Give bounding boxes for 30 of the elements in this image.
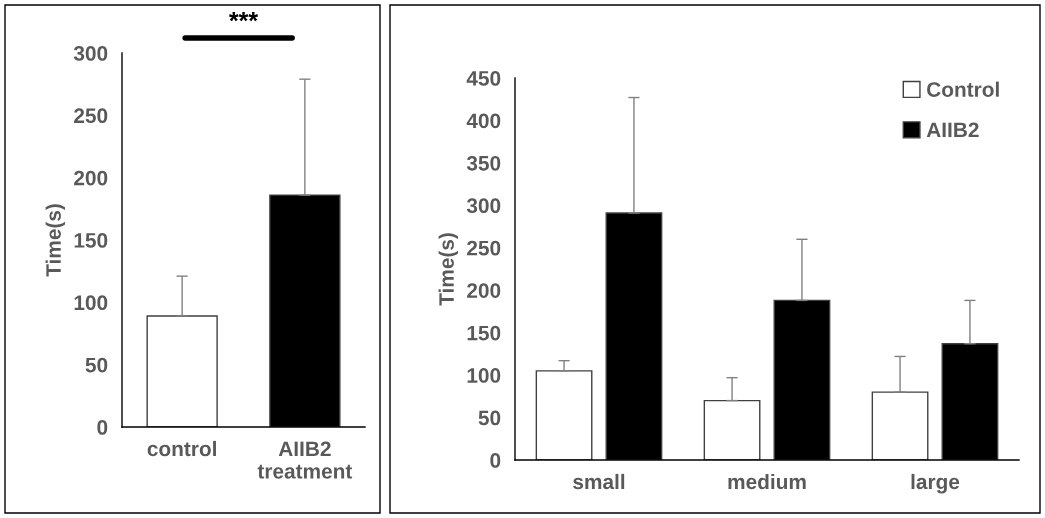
y-tick-label: 0 <box>97 420 108 435</box>
x-tick-label: control <box>147 440 216 457</box>
x-tick-label: AIIB2 treatment <box>257 441 353 479</box>
bar <box>535 370 593 460</box>
y-tick-label: 200 <box>467 283 501 298</box>
y-tick-label: 100 <box>467 368 501 383</box>
legend-label: AIIB2 <box>926 122 979 138</box>
y-tick-label: 450 <box>466 71 501 86</box>
y-tick-label: 300 <box>73 46 108 61</box>
y-tick-label: 50 <box>85 357 108 373</box>
y-tick-label: 250 <box>74 108 108 124</box>
y-tick-label: 50 <box>478 410 501 426</box>
y-tick-label: 150 <box>467 325 501 341</box>
y-tick-label: 200 <box>74 170 108 186</box>
y-tick-label: 0 <box>490 453 501 468</box>
y-axis-title: Time(s) <box>438 233 459 306</box>
bar <box>703 399 761 460</box>
y-tick-label: 400 <box>466 113 501 129</box>
x-tick-label: medium <box>728 473 806 490</box>
y-tick-label: 150 <box>74 233 108 248</box>
y-tick-label: 300 <box>466 198 501 214</box>
x-tick-label: small <box>573 473 625 490</box>
legend-label: Control <box>927 81 999 97</box>
text: *** <box>228 11 259 22</box>
y-tick-label: 100 <box>74 295 108 311</box>
y-axis-title: Time(s) <box>45 204 66 277</box>
bar <box>871 391 929 460</box>
x-tick-label: large <box>911 473 960 494</box>
y-tick-label: 250 <box>467 240 501 256</box>
y-tick-label: 350 <box>466 155 501 171</box>
